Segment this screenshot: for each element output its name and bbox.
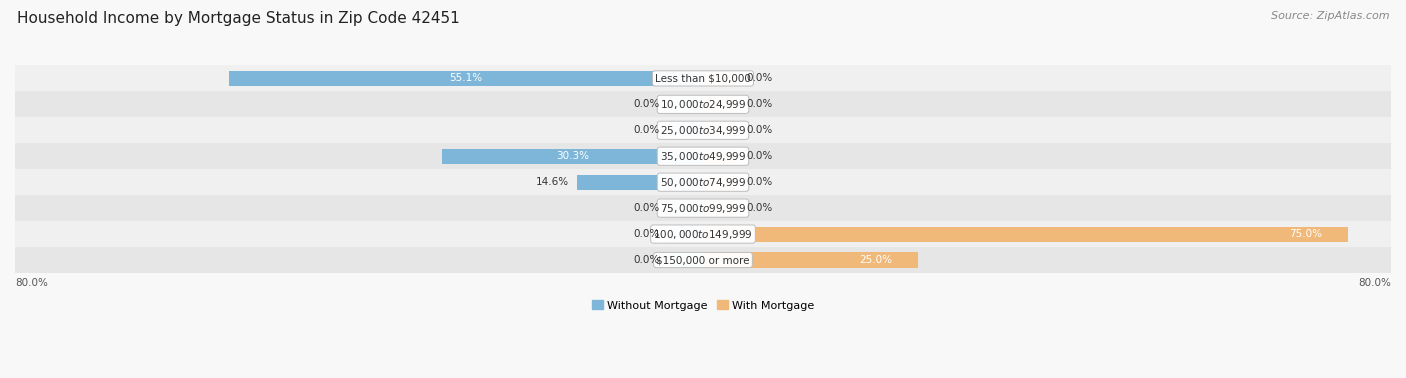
Bar	[578, 175, 703, 190]
Text: $100,000 to $149,999: $100,000 to $149,999	[654, 228, 752, 240]
Bar	[703, 201, 737, 216]
Bar	[443, 149, 703, 164]
Text: 0.0%: 0.0%	[747, 203, 772, 213]
Legend: Without Mortgage, With Mortgage: Without Mortgage, With Mortgage	[588, 296, 818, 315]
Bar	[669, 97, 703, 112]
Text: 25.0%: 25.0%	[859, 255, 893, 265]
Text: 0.0%: 0.0%	[747, 125, 772, 135]
Bar	[703, 71, 737, 86]
Bar	[15, 169, 1391, 195]
Bar	[703, 253, 918, 268]
Text: 30.3%: 30.3%	[557, 151, 589, 161]
Bar	[669, 123, 703, 138]
Text: Source: ZipAtlas.com: Source: ZipAtlas.com	[1271, 11, 1389, 21]
Bar	[703, 175, 737, 190]
Text: 0.0%: 0.0%	[747, 73, 772, 84]
Bar	[15, 65, 1391, 91]
Text: $10,000 to $24,999: $10,000 to $24,999	[659, 98, 747, 111]
Text: 0.0%: 0.0%	[634, 125, 659, 135]
Bar	[229, 71, 703, 86]
Text: Household Income by Mortgage Status in Zip Code 42451: Household Income by Mortgage Status in Z…	[17, 11, 460, 26]
Text: 0.0%: 0.0%	[634, 203, 659, 213]
Bar	[15, 247, 1391, 273]
Text: $50,000 to $74,999: $50,000 to $74,999	[659, 176, 747, 189]
Text: 0.0%: 0.0%	[747, 177, 772, 187]
Text: 0.0%: 0.0%	[634, 99, 659, 109]
Bar	[669, 201, 703, 216]
Bar	[669, 253, 703, 268]
Bar	[703, 149, 737, 164]
Text: $150,000 or more: $150,000 or more	[657, 255, 749, 265]
Bar	[15, 195, 1391, 221]
Bar	[669, 226, 703, 242]
Text: 55.1%: 55.1%	[450, 73, 482, 84]
Bar	[703, 226, 1348, 242]
Text: 14.6%: 14.6%	[536, 177, 569, 187]
Bar	[703, 123, 737, 138]
Text: Less than $10,000: Less than $10,000	[655, 73, 751, 84]
Text: 0.0%: 0.0%	[747, 99, 772, 109]
Text: $35,000 to $49,999: $35,000 to $49,999	[659, 150, 747, 163]
Text: 0.0%: 0.0%	[747, 151, 772, 161]
Bar	[15, 91, 1391, 117]
Bar	[15, 221, 1391, 247]
Text: $75,000 to $99,999: $75,000 to $99,999	[659, 201, 747, 215]
Bar	[15, 143, 1391, 169]
Text: 80.0%: 80.0%	[1358, 278, 1391, 288]
Text: $25,000 to $34,999: $25,000 to $34,999	[659, 124, 747, 137]
Text: 80.0%: 80.0%	[15, 278, 48, 288]
Text: 0.0%: 0.0%	[634, 229, 659, 239]
Bar	[15, 117, 1391, 143]
Text: 75.0%: 75.0%	[1289, 229, 1322, 239]
Bar	[703, 97, 737, 112]
Text: 0.0%: 0.0%	[634, 255, 659, 265]
